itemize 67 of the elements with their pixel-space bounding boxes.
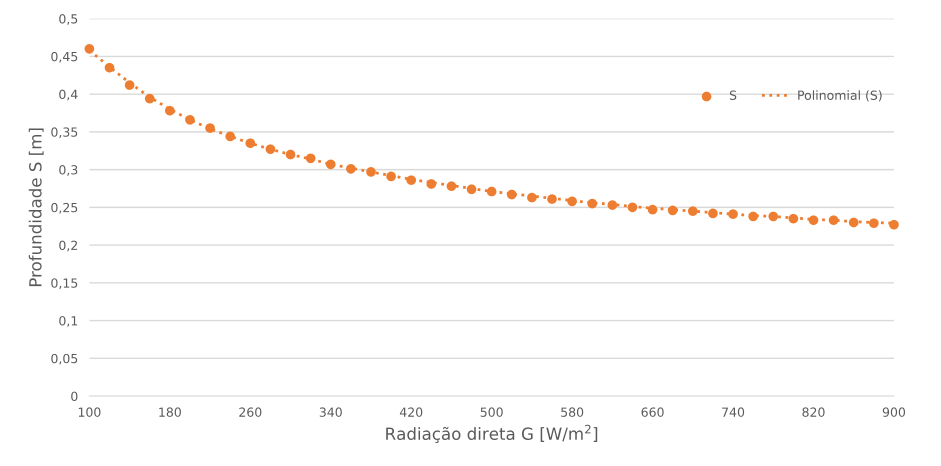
point [286,150,296,160]
x-tick-label: 740 [722,407,744,417]
x-tick-label: 580 [561,407,584,417]
point [406,175,416,186]
point [748,212,758,222]
y-tick-label: 0,3 [59,165,78,176]
point [366,167,376,177]
point [104,62,114,73]
point [808,215,818,226]
point [848,218,859,228]
point [628,202,638,212]
point [205,123,215,133]
point [788,214,798,224]
point [868,218,879,228]
y-tick-label: 0,45 [51,52,78,63]
y-tick-label: 0,5 [59,14,78,25]
legend-label: S [730,90,736,100]
y-tick-label: 0,4 [59,90,78,100]
point [728,209,738,220]
x-tick-label: 100 [78,407,100,417]
point [84,44,94,54]
y-tick-label: 0,25 [51,202,78,214]
x-tick-label: 660 [642,407,664,417]
point [828,215,838,226]
point [124,80,134,90]
point [346,164,356,174]
y-tick-label: 0 [71,392,78,402]
point [245,138,256,148]
point [306,153,316,164]
point [486,186,497,196]
point [648,204,658,214]
y-tick-label: 0,35 [51,127,78,138]
x-tick-label: 420 [400,407,422,417]
legend-label: Polinomial (S) [798,90,882,102]
point [446,181,456,192]
point [506,190,517,200]
point [889,220,899,230]
point [607,200,618,210]
y-tick-label: 0,05 [51,354,78,365]
point [527,192,537,202]
point [426,179,436,189]
x-tick-label: 260 [239,407,262,417]
x-tick-label: 180 [159,407,181,417]
x-tick-label: 340 [320,407,342,417]
point [386,172,396,182]
point [144,94,155,104]
point [547,194,557,204]
y-tick-label: 0,1 [59,316,78,327]
point [668,206,678,216]
point [326,159,336,170]
x-axis-title: Radiação direta G [W/m$^{2}$] [386,424,598,443]
point [466,184,476,194]
point [225,132,236,142]
x-tick-label: 500 [480,407,503,417]
x-tick-label: 900 [882,407,906,417]
point [708,208,718,218]
point [164,106,175,116]
point [185,114,195,125]
y-tick-label: 0,15 [51,278,78,290]
y-axis-title: Profundidade S [m] [28,128,44,286]
point [688,206,698,216]
point [567,196,577,206]
point [768,212,778,222]
y-tick-label: 0,2 [59,240,78,252]
x-tick-label: 820 [802,407,825,417]
point [266,144,276,154]
point [587,198,598,208]
